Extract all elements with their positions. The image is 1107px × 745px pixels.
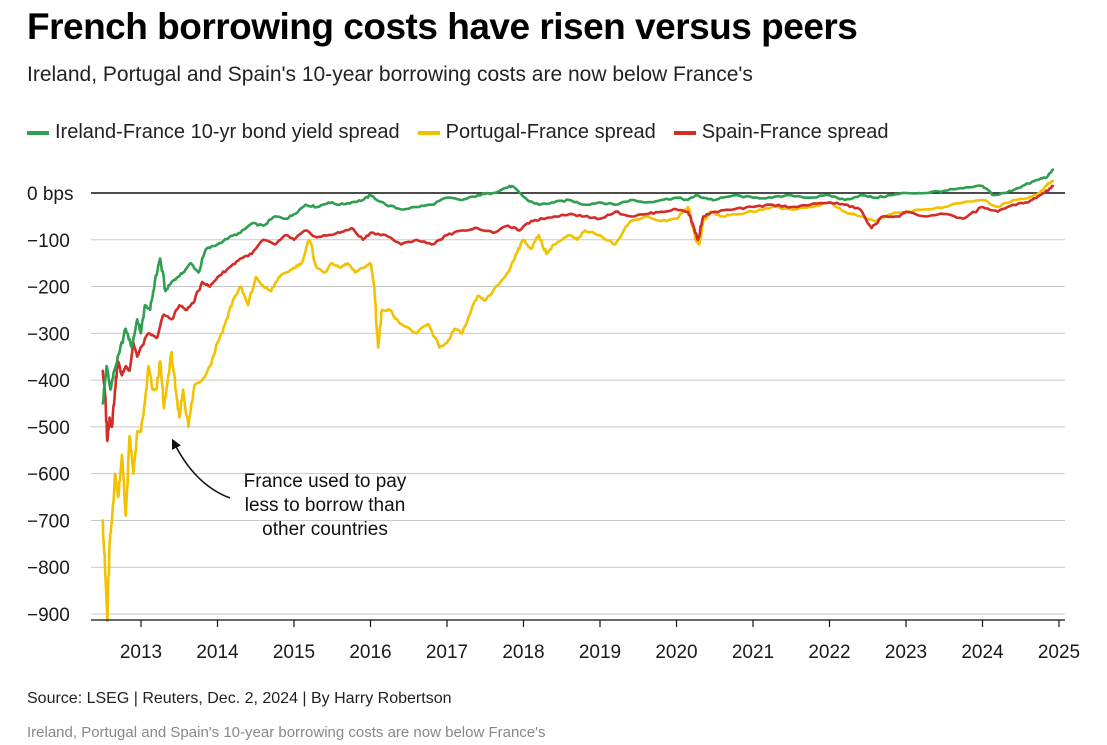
annotation-text: other countries	[262, 519, 388, 540]
x-tick-label: 2020	[655, 642, 697, 663]
legend-label-ireland: Ireland-France 10-yr bond yield spread	[55, 121, 400, 143]
y-tick-label: −400	[27, 371, 70, 392]
legend-swatch-portugal	[417, 130, 440, 135]
legend: Ireland-France 10-yr bond yield spread P…	[27, 121, 907, 144]
chart-title: French borrowing costs have risen versus…	[27, 6, 858, 47]
source-note: Source: LSEG | Reuters, Dec. 2, 2024 | B…	[27, 690, 452, 707]
y-tick-label: −800	[27, 558, 70, 579]
x-tick-label: 2018	[502, 642, 544, 663]
legend-swatch-spain	[673, 130, 696, 135]
x-tick-label: 2015	[273, 642, 315, 663]
portugal-line	[101, 179, 1055, 623]
x-tick-label: 2014	[196, 642, 239, 663]
x-tick-label: 2017	[426, 642, 468, 663]
annotation-text: France used to pay	[244, 471, 407, 492]
legend-item-portugal: Portugal-France spread	[417, 121, 656, 144]
y-tick-label: −300	[27, 324, 70, 345]
annotation: France used to pay less to borrow than oth…	[171, 438, 407, 540]
y-tick-label: 0 bps	[27, 184, 73, 205]
y-tick-label: −700	[27, 511, 70, 532]
legend-swatch-ireland	[27, 130, 49, 135]
y-tick-label: −100	[27, 231, 70, 252]
grid-lines	[91, 192, 1065, 615]
legend-label-spain: Spain-France spread	[701, 121, 889, 143]
x-tick-label: 2019	[579, 642, 621, 663]
series-lines	[101, 168, 1055, 623]
x-tick-label: 2016	[349, 642, 391, 663]
legend-item-spain: Spain-France spread	[673, 121, 889, 144]
annotation-arrow	[171, 438, 231, 499]
annotation-text: less to borrow than	[245, 495, 406, 516]
x-tick-label: 2024	[961, 642, 1004, 663]
ireland-line	[101, 168, 1055, 405]
legend-label-portugal: Portugal-France spread	[445, 121, 656, 143]
legend-item-ireland: Ireland-France 10-yr bond yield spread	[27, 121, 400, 144]
x-tick-label: 2022	[808, 642, 850, 663]
y-tick-label: −200	[27, 278, 70, 299]
spain-line	[101, 184, 1055, 443]
x-tick-label: 2021	[732, 642, 774, 663]
footnote: Ireland, Portugal and Spain's 10-year bo…	[27, 724, 546, 741]
x-tick-label: 2013	[120, 642, 162, 663]
x-tick-label: 2023	[885, 642, 927, 663]
x-tick-label: 2025	[1038, 642, 1080, 663]
y-tick-label: −900	[27, 605, 70, 626]
chart-subtitle: Ireland, Portugal and Spain's 10-year bo…	[27, 63, 753, 86]
axes: 0 bps −100 −200 −300 −400 −500 −600 −700 −800 −90…	[27, 184, 1080, 663]
y-tick-label: −500	[27, 418, 70, 439]
y-tick-label: −600	[27, 465, 70, 486]
